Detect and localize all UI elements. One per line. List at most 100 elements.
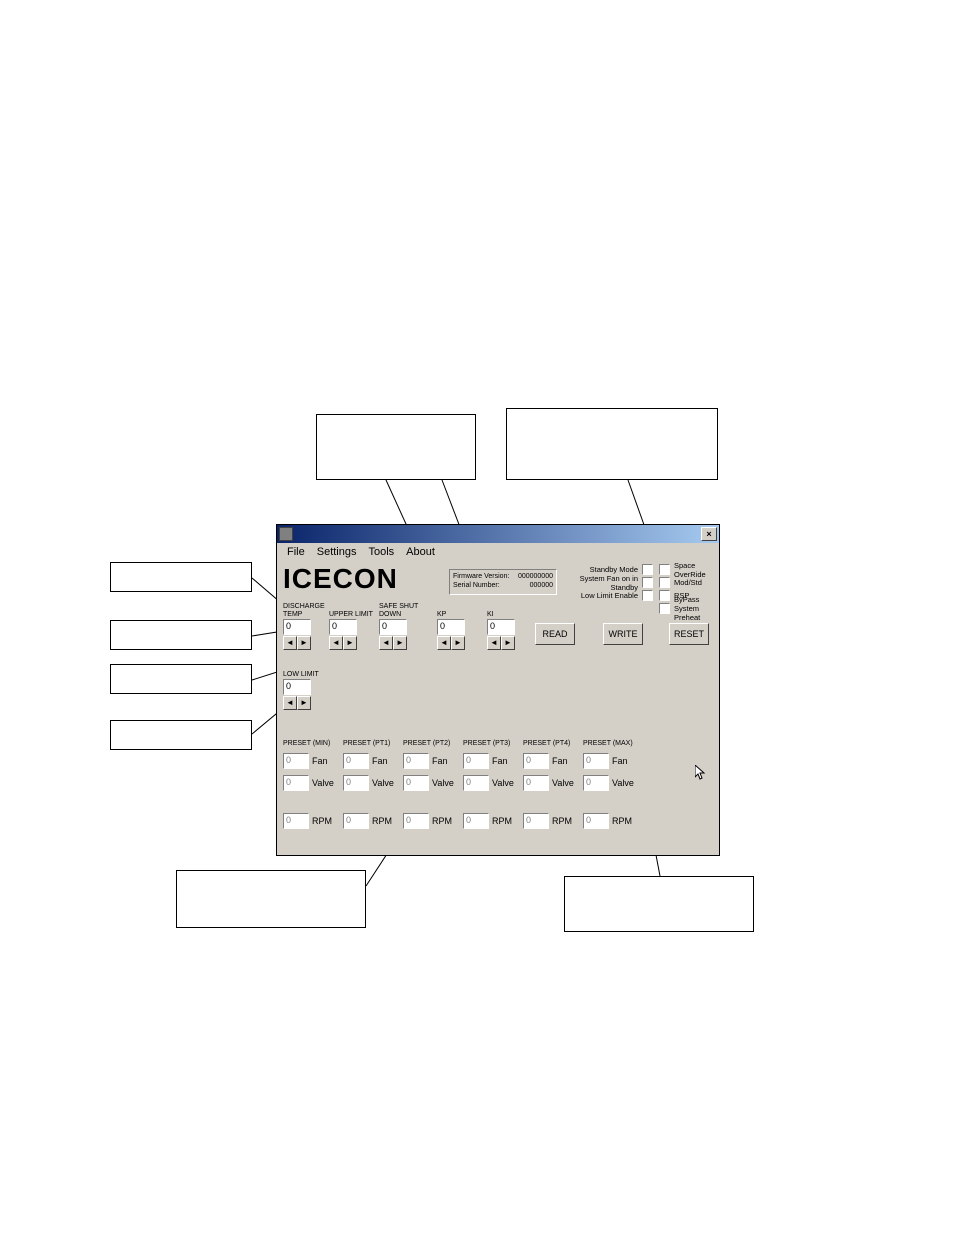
preset-lbl: RPM <box>312 816 332 826</box>
preset-valve-2[interactable]: 0 <box>403 775 429 791</box>
chk-lowlimit-label: Low Limit Enable <box>581 591 638 600</box>
write-button[interactable]: WRITE <box>603 623 643 645</box>
checkbox-col-left: Standby Mode System Fan on in Standby Lo… <box>577 563 653 602</box>
preset-header-3: PRESET (PT3) <box>463 740 523 747</box>
param-upper: UPPER LIMIT0◄► <box>329 603 373 650</box>
preset-valve-5[interactable]: 0 <box>583 775 609 791</box>
chk-bypass[interactable] <box>659 603 670 614</box>
lowlimit-inc[interactable]: ► <box>297 696 311 710</box>
preset-rpm-0[interactable]: 0 <box>283 813 309 829</box>
chk-bypass-label: ByPass System Preheat <box>674 595 719 622</box>
preset-rpm-5[interactable]: 0 <box>583 813 609 829</box>
ki-inc[interactable]: ► <box>501 636 515 650</box>
callout-bot-right <box>564 876 754 932</box>
chk-sysfan[interactable] <box>642 577 653 588</box>
preset-row-valve: 0Valve0Valve0Valve0Valve0Valve0Valve <box>283 775 713 791</box>
discharge-input[interactable]: 0 <box>283 619 311 635</box>
lowlimit-input[interactable]: 0 <box>283 679 311 695</box>
upper-inc[interactable]: ► <box>343 636 357 650</box>
chk-rsp[interactable] <box>659 590 670 601</box>
serial-value: 000000 <box>530 581 553 590</box>
preset-row-rpm: 0RPM0RPM0RPM0RPM0RPM0RPM <box>283 813 713 829</box>
menu-tools[interactable]: Tools <box>362 545 400 559</box>
preset-header-1: PRESET (PT1) <box>343 740 403 747</box>
chk-modstd[interactable] <box>659 577 670 588</box>
cursor-icon <box>695 765 707 784</box>
ki-dec[interactable]: ◄ <box>487 636 501 650</box>
callout-bot-left <box>176 870 366 928</box>
chk-spaceoverride[interactable] <box>659 564 670 575</box>
chk-lowlimit[interactable] <box>642 590 653 601</box>
callout-left-4 <box>110 720 252 750</box>
preset-lbl: Fan <box>432 756 448 766</box>
serial-label: Serial Number: <box>453 581 500 590</box>
discharge-inc[interactable]: ► <box>297 636 311 650</box>
preset-lbl: Fan <box>312 756 328 766</box>
preset-valve-1[interactable]: 0 <box>343 775 369 791</box>
safeshut-label: SAFE SHUTDOWN <box>379 603 418 619</box>
chk-spaceoverride-label: Space OverRide <box>674 561 719 579</box>
discharge-label: DISCHARGETEMP <box>283 603 325 619</box>
preset-lbl: Valve <box>552 778 574 788</box>
preset-header-5: PRESET (MAX) <box>583 740 643 747</box>
read-button[interactable]: READ <box>535 623 575 645</box>
preset-row-fan: 0Fan0Fan0Fan0Fan0Fan0Fan <box>283 753 713 769</box>
titlebar[interactable]: × <box>277 525 719 543</box>
app-window: × File Settings Tools About ICECON Firmw… <box>276 524 720 856</box>
preset-lbl: RPM <box>492 816 512 826</box>
preset-lbl: Fan <box>612 756 628 766</box>
menu-file[interactable]: File <box>281 545 311 559</box>
kp-label: KP <box>437 603 465 619</box>
ki-input[interactable]: 0 <box>487 619 515 635</box>
preset-header-0: PRESET (MIN) <box>283 740 343 747</box>
preset-rpm-3[interactable]: 0 <box>463 813 489 829</box>
chk-sysfan-label: System Fan on in Standby <box>577 574 638 592</box>
upper-dec[interactable]: ◄ <box>329 636 343 650</box>
preset-fan-5[interactable]: 0 <box>583 753 609 769</box>
menu-about[interactable]: About <box>400 545 441 559</box>
preset-header-2: PRESET (PT2) <box>403 740 463 747</box>
firmware-value: 000000000 <box>518 572 553 581</box>
menubar: File Settings Tools About <box>277 543 719 561</box>
param-kp: KP0◄► <box>437 603 465 650</box>
preset-lbl: Fan <box>492 756 508 766</box>
app-icon <box>279 527 293 541</box>
preset-lbl: Valve <box>312 778 334 788</box>
discharge-dec[interactable]: ◄ <box>283 636 297 650</box>
preset-rpm-2[interactable]: 0 <box>403 813 429 829</box>
param-discharge: DISCHARGETEMP0◄► <box>283 603 325 650</box>
upper-input[interactable]: 0 <box>329 619 357 635</box>
kp-input[interactable]: 0 <box>437 619 465 635</box>
preset-fan-0[interactable]: 0 <box>283 753 309 769</box>
kp-dec[interactable]: ◄ <box>437 636 451 650</box>
chk-modstd-label: Mod/Std <box>674 578 702 587</box>
preset-section: PRESET (MIN)PRESET (PT1)PRESET (PT2)PRES… <box>283 735 713 829</box>
safeshut-inc[interactable]: ► <box>393 636 407 650</box>
kp-inc[interactable]: ► <box>451 636 465 650</box>
callout-left-3 <box>110 664 252 694</box>
checkbox-col-right: Space OverRide Mod/Std RSP ByPass System… <box>659 563 719 615</box>
preset-rpm-4[interactable]: 0 <box>523 813 549 829</box>
menu-settings[interactable]: Settings <box>311 545 363 559</box>
lowlimit-label: LOW LIMIT <box>283 663 319 679</box>
preset-fan-3[interactable]: 0 <box>463 753 489 769</box>
preset-fan-4[interactable]: 0 <box>523 753 549 769</box>
preset-header-4: PRESET (PT4) <box>523 740 583 747</box>
chk-standby[interactable] <box>642 564 653 575</box>
preset-lbl: Fan <box>552 756 568 766</box>
preset-lbl: RPM <box>372 816 392 826</box>
lowlimit-dec[interactable]: ◄ <box>283 696 297 710</box>
preset-valve-0[interactable]: 0 <box>283 775 309 791</box>
preset-valve-4[interactable]: 0 <box>523 775 549 791</box>
preset-lbl: Valve <box>372 778 394 788</box>
preset-fan-2[interactable]: 0 <box>403 753 429 769</box>
preset-fan-1[interactable]: 0 <box>343 753 369 769</box>
safeshut-dec[interactable]: ◄ <box>379 636 393 650</box>
callout-left-1 <box>110 562 252 592</box>
preset-valve-3[interactable]: 0 <box>463 775 489 791</box>
reset-button[interactable]: RESET <box>669 623 709 645</box>
close-button[interactable]: × <box>701 527 717 541</box>
safeshut-input[interactable]: 0 <box>379 619 407 635</box>
preset-lbl: RPM <box>612 816 632 826</box>
preset-rpm-1[interactable]: 0 <box>343 813 369 829</box>
